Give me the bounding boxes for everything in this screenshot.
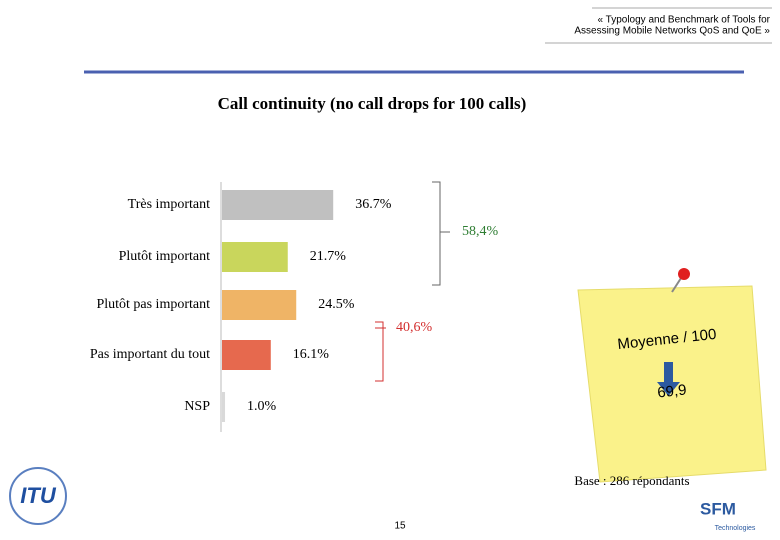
value-label: 1.0% — [247, 399, 277, 414]
bar — [222, 392, 226, 422]
category-label: NSP — [184, 399, 210, 414]
annotation: 58,4% — [462, 224, 499, 239]
annotation: 40,6% — [396, 320, 433, 335]
note-value: 69,9 — [657, 381, 688, 401]
logo-sub: Technologies — [715, 525, 756, 532]
bar — [222, 290, 297, 320]
bracket — [375, 321, 386, 382]
category-label: Très important — [128, 197, 210, 212]
chart-title: Call continuity (no call drops for 100 c… — [218, 94, 527, 113]
logo: SFM — [700, 499, 736, 518]
page-number: 15 — [394, 521, 406, 532]
value-label: 36.7% — [355, 197, 392, 212]
bar — [222, 190, 334, 220]
value-label: 21.7% — [310, 249, 347, 264]
category-label: Pas important du tout — [90, 347, 210, 362]
logo-ring — [9, 467, 67, 525]
value-label: 16.1% — [293, 347, 330, 362]
header-line: « Typology and Benchmark of Tools for — [597, 15, 770, 26]
header-line: Assessing Mobile Networks QoS and QoE » — [574, 26, 770, 37]
pin — [678, 268, 690, 280]
category-label: Plutôt pas important — [96, 297, 210, 312]
logo: ITU — [20, 483, 57, 508]
base-note: Base : 286 répondants — [574, 473, 689, 488]
value-label: 24.5% — [318, 297, 355, 312]
category-label: Plutôt important — [119, 249, 211, 264]
arrow — [657, 362, 680, 396]
bracket — [432, 181, 450, 286]
bar — [222, 340, 271, 370]
bar — [222, 242, 288, 272]
